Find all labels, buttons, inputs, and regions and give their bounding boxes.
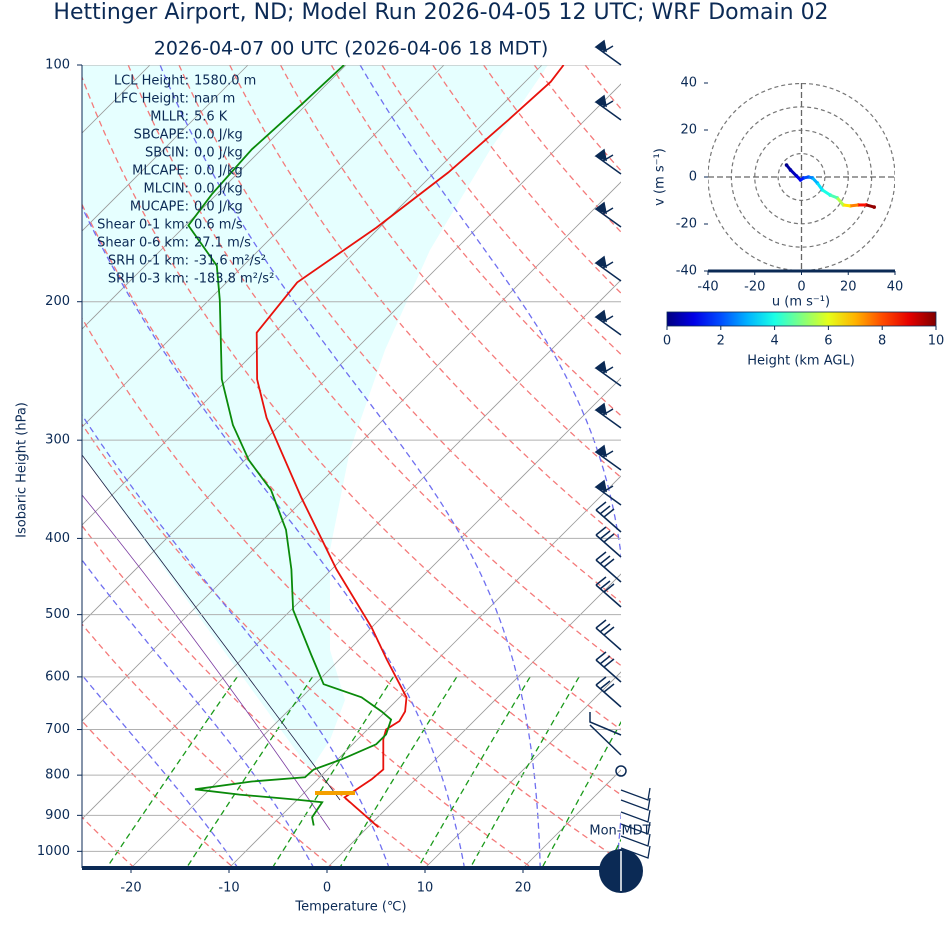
x-tick-label: 20	[515, 881, 532, 896]
stat-label: MUCAPE:	[130, 200, 189, 215]
colorbar-tick-label: 4	[770, 334, 778, 349]
y-tick-label: 1000	[37, 844, 70, 859]
stat-label: MLCAPE:	[132, 164, 189, 179]
chart-title: Hettinger Airport, ND; Model Run 2026-04…	[53, 0, 828, 25]
x-tick-label: -10	[218, 881, 239, 896]
stat-label: SBCAPE:	[134, 128, 189, 143]
stat-value: 0.6 m/s	[194, 218, 243, 233]
x-tick-label: 40	[887, 280, 904, 295]
stat-label: Shear 0-6 km:	[97, 236, 189, 251]
stat-value: 1580.0 m	[194, 74, 256, 89]
x-tick-label: 10	[417, 881, 434, 896]
stat-value: 0.0 J/kg	[194, 146, 243, 161]
stat-value: -31.6 m²/s²	[194, 254, 266, 269]
colorbar	[667, 312, 936, 326]
hodo-point	[872, 205, 876, 209]
y-axis-label: Isobaric Height (hPa)	[15, 402, 30, 538]
y-tick-label: 100	[45, 58, 70, 73]
x-tick-label: -20	[744, 280, 765, 295]
x-tick-label: 20	[840, 280, 857, 295]
colorbar-tick-label: 6	[824, 334, 832, 349]
stat-label: MLLR:	[150, 110, 189, 125]
x-axis-label: Temperature (℃)	[294, 900, 406, 915]
stat-value: nan m	[194, 92, 235, 107]
chart-subtitle: 2026-04-07 00 UTC (2026-04-06 18 MDT)	[154, 38, 549, 60]
stat-label: Shear 0-1 km:	[97, 218, 189, 233]
stat-value: 5.6 K	[194, 110, 228, 125]
stat-value: 0.0 J/kg	[194, 200, 243, 215]
stat-label: SBCIN:	[145, 146, 189, 161]
y-tick-label: 800	[45, 768, 70, 783]
colorbar-tick-label: 10	[928, 334, 945, 349]
colorbar-tick-label: 8	[878, 334, 886, 349]
y-tick-label: 600	[45, 669, 70, 684]
stat-label: SRH 0-1 km:	[108, 254, 189, 269]
y-tick-label: -40	[676, 264, 697, 279]
y-tick-label: 20	[680, 123, 697, 138]
y-tick-label: 400	[45, 531, 70, 546]
y-tick-label: 200	[45, 294, 70, 309]
stat-value: 0.0 J/kg	[194, 182, 243, 197]
hodo-y-label: v (m s⁻¹)	[653, 148, 668, 206]
y-tick-label: 700	[45, 722, 70, 737]
hodo-x-label: u (m s⁻¹)	[772, 295, 830, 310]
colorbar-tick-label: 0	[663, 334, 671, 349]
colorbar-tick-label: 2	[717, 334, 725, 349]
stat-label: MLCIN:	[144, 182, 189, 197]
x-tick-label: -40	[697, 280, 718, 295]
y-tick-label: 500	[45, 607, 70, 622]
stat-label: LFC Height:	[114, 92, 189, 107]
y-tick-label: 300	[45, 433, 70, 448]
y-tick-label: 40	[680, 76, 697, 91]
x-tick-label: -20	[120, 881, 141, 896]
stat-value: 27.1 m/s	[194, 236, 251, 251]
stat-label: SRH 0-3 km:	[108, 272, 189, 287]
y-tick-label: 0	[689, 170, 697, 185]
stat-value: 0.0 J/kg	[194, 128, 243, 143]
y-tick-label: -20	[676, 217, 697, 232]
y-tick-label: 900	[45, 808, 70, 823]
colorbar-label: Height (km AGL)	[747, 354, 855, 369]
stat-label: LCL Height:	[114, 74, 189, 89]
stat-value: 0.0 J/kg	[194, 164, 243, 179]
stat-value: -183.8 m²/s²	[194, 272, 274, 287]
x-tick-label: 0	[797, 280, 805, 295]
x-tick-label: 0	[323, 881, 331, 896]
